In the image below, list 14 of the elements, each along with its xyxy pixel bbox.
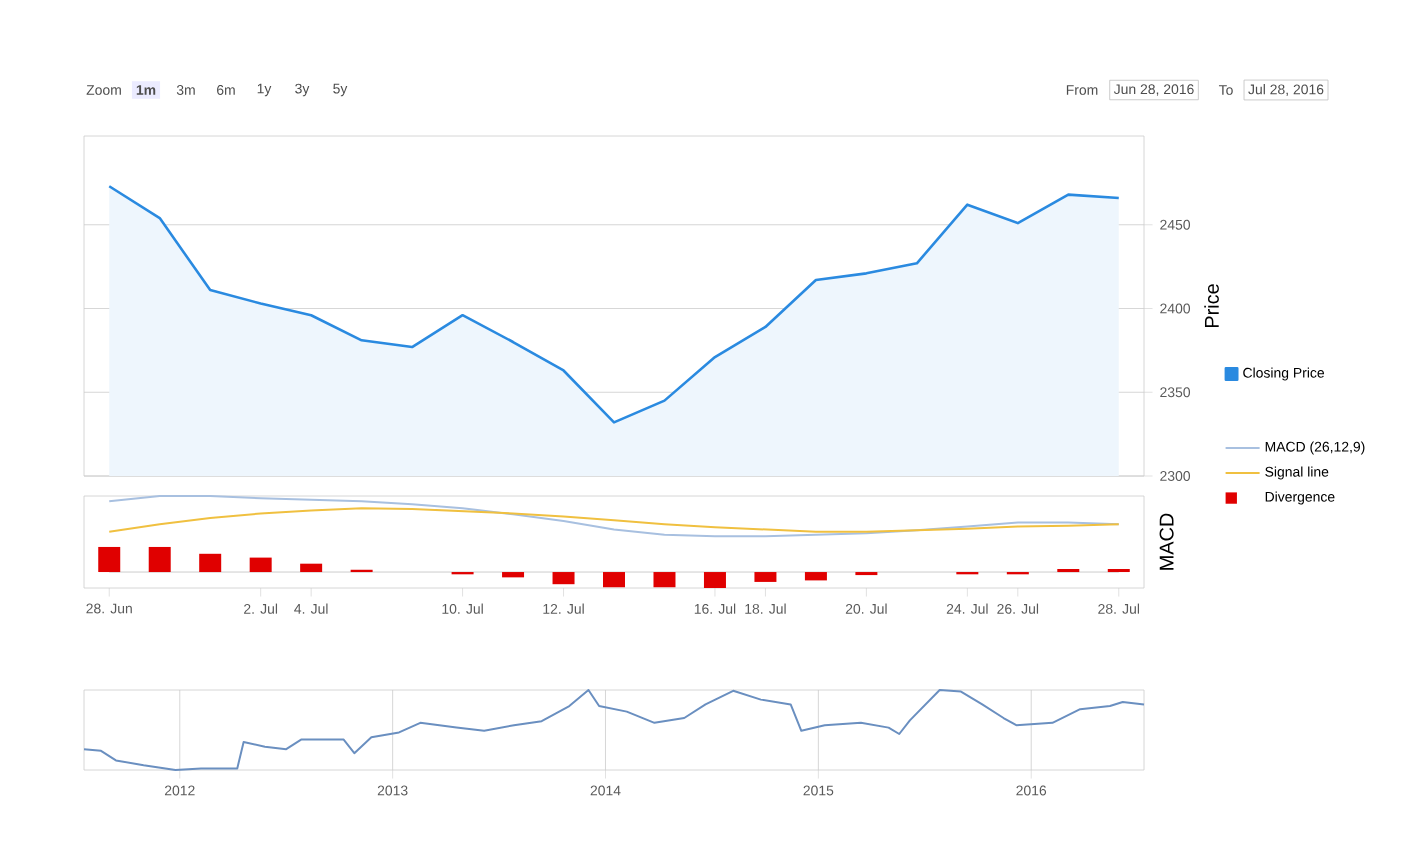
bar [603,572,626,588]
bar [148,546,171,573]
bar [754,572,777,582]
bar [249,557,272,573]
y-axis-title: Price [1204,284,1219,328]
y-axis-title: MACD [1159,513,1174,570]
bar [300,563,323,573]
bar [552,572,575,585]
bar [98,546,121,573]
bar [199,553,222,573]
bar [653,572,676,588]
bar [804,572,827,581]
bar [502,572,525,578]
bar [703,572,726,589]
